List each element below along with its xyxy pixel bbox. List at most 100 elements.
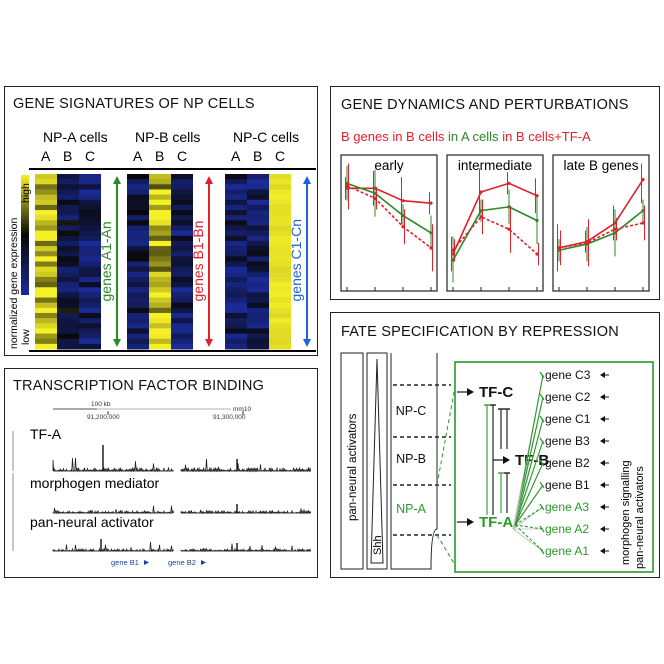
- heatmap-cell: [225, 292, 247, 299]
- heatmap-cell: [225, 266, 247, 273]
- gene-input-arrow: [600, 460, 605, 466]
- heatmap-cell: [171, 256, 193, 262]
- legend-a-cells: in A cells: [447, 129, 499, 144]
- heatmap-cell: [247, 297, 269, 304]
- data-point: [401, 225, 405, 229]
- heatmap-cell: [171, 251, 193, 257]
- heatmap-cell: [225, 189, 247, 196]
- heatmap-cell: [35, 199, 57, 206]
- heatmap-cell: [247, 174, 269, 180]
- heatmap-cell: [127, 266, 149, 273]
- column-label: A: [133, 148, 143, 164]
- panel-gene-dynamics: GENE DYNAMICS AND PERTURBATIONS B genes …: [330, 86, 660, 300]
- heatmap-cell: [171, 287, 193, 293]
- heatmap-cell: [247, 210, 269, 216]
- repression-end: [539, 503, 545, 511]
- heatmap-cell: [149, 230, 171, 237]
- heatmap-cell: [79, 240, 101, 247]
- heatmap-cell: [269, 302, 291, 309]
- data-point: [373, 196, 377, 200]
- dynamics-figure: early intermediate late B genes: [340, 154, 650, 292]
- series-line: [452, 206, 538, 261]
- heatmap-cell: [35, 297, 57, 304]
- heatmap-cell: [79, 343, 101, 350]
- repression-end: [539, 547, 545, 555]
- heatmap-cell: [149, 204, 171, 211]
- heatmap-cell: [149, 276, 171, 283]
- target-gene: gene A3: [545, 500, 589, 514]
- track-label: pan-neural activator: [30, 514, 154, 530]
- data-point: [429, 201, 433, 205]
- heatmap-cell: [171, 179, 193, 185]
- scale-high-label: high: [20, 183, 32, 203]
- heatmap-cell: [247, 338, 269, 345]
- column-label: C: [177, 148, 187, 164]
- tfa-edge: [514, 462, 544, 526]
- gene-strand-arrow: [201, 560, 206, 565]
- gene-input-arrow: [600, 416, 605, 422]
- heatmap-cell: [79, 204, 101, 211]
- heatmap-cell: [79, 246, 101, 252]
- heatmap-cell: [269, 312, 291, 319]
- gene-input-arrow: [600, 548, 605, 554]
- heatmap-cell: [269, 179, 291, 185]
- heatmap-cell: [247, 179, 269, 185]
- subplot-label: late B genes: [563, 158, 638, 173]
- heatmap-cell: [247, 220, 269, 226]
- panel-gene-signatures: GENE SIGNATURES OF NP CELLS NP-A cells A B…: [4, 86, 318, 356]
- repression-end: [539, 415, 545, 423]
- heatmap-cell: [79, 282, 101, 288]
- heatmap-cell: [225, 271, 247, 278]
- heatmap-cell: [269, 174, 291, 180]
- side-label: pan-neural activators: [634, 466, 646, 569]
- target-gene: gene A2: [545, 522, 589, 536]
- data-point: [557, 246, 561, 250]
- heatmap-cell: [79, 276, 101, 283]
- input-arrow: [503, 456, 510, 464]
- heatmap-cell: [149, 287, 171, 293]
- column-label: B: [63, 148, 72, 164]
- heatmap-cell: [149, 266, 171, 273]
- heatmap-cell: [225, 297, 247, 304]
- heatmap-cell: [269, 328, 291, 335]
- heatmap-cell: [79, 307, 101, 314]
- panel-fate-specification: FATE SPECIFICATION BY REPRESSION pan-neu…: [330, 312, 660, 578]
- zoom-connector: [436, 534, 456, 566]
- heatmap-cell: [79, 256, 101, 262]
- heatmap-cell: [269, 318, 291, 324]
- panel-title: GENE DYNAMICS AND PERTURBATIONS: [341, 97, 629, 113]
- heatmap-cell: [149, 189, 171, 196]
- heatmap-cell: [127, 261, 149, 268]
- heatmap-cell: [247, 204, 269, 211]
- data-point: [451, 258, 455, 262]
- heatmap-cell: [57, 189, 79, 196]
- heatmap-cell: [149, 292, 171, 299]
- data-point: [535, 218, 539, 223]
- dynamics-legend: B genes in B cells in A cells in B cells…: [341, 129, 591, 144]
- heatmap-cell: [225, 199, 247, 206]
- heatmap-cell: [225, 235, 247, 242]
- heatmap-cell: [57, 179, 79, 185]
- data-point: [345, 181, 349, 185]
- domain-label: NP-B: [396, 452, 426, 466]
- heatmap-cell: [247, 287, 269, 293]
- coordinate-label: 91,300,000: [213, 414, 246, 421]
- heatmap-cell: [79, 179, 101, 185]
- heatmap-cell: [35, 210, 57, 216]
- gene-range-arrow-bottom: [205, 339, 213, 347]
- heatmap-cell: [127, 240, 149, 247]
- heatmap-cell: [225, 220, 247, 226]
- shh-gradient-triangle: [370, 358, 384, 564]
- target-gene: gene C2: [545, 390, 591, 404]
- gene-range-arrow-top: [205, 176, 213, 184]
- heatmap-cell: [127, 230, 149, 237]
- heatmap-cell: [35, 189, 57, 196]
- heatmap-cell: [127, 204, 149, 211]
- heatmap-cell: [57, 312, 79, 319]
- heatmap-cell: [57, 292, 79, 299]
- heatmap-cell: [225, 312, 247, 319]
- heatmap-cell: [57, 302, 79, 309]
- heatmap-cell: [171, 333, 193, 340]
- heatmap-cell: [149, 256, 171, 262]
